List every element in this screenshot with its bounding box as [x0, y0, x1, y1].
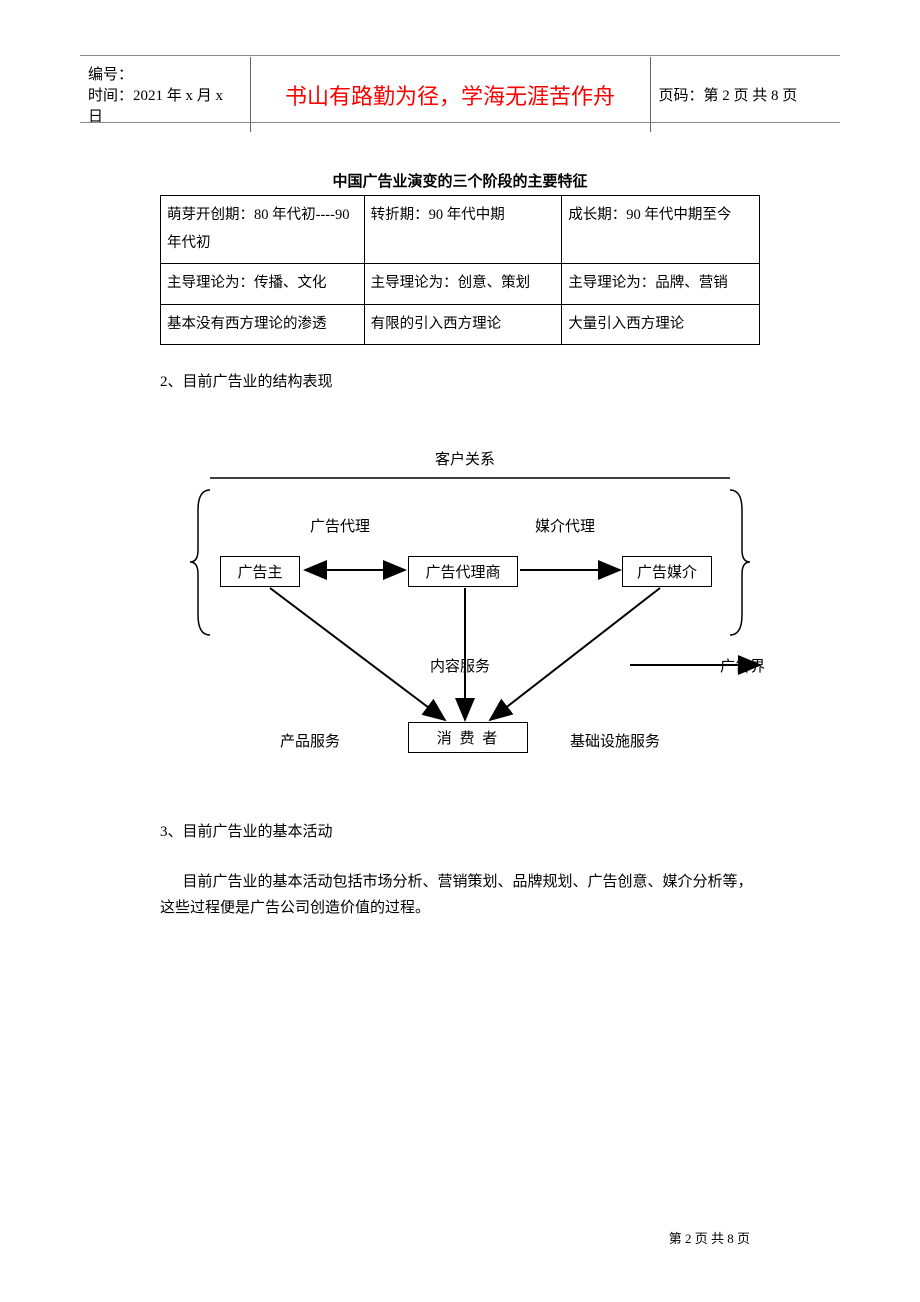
paragraph-3: 目前广告业的基本活动包括市场分析、营销策划、品牌规划、广告创意、媒介分析等，这些… — [160, 870, 760, 921]
table-title: 中国广告业演变的三个阶段的主要特征 — [0, 170, 920, 191]
cell-r2c2: 主导理论为：创意、策划 — [364, 264, 562, 305]
footer-page: 第 2 页 共 8 页 — [669, 1228, 750, 1247]
cell-r1c2: 转折期：90 年代中期 — [364, 196, 562, 264]
structure-diagram: 客户关系 广告代理 媒介代理 广告主 广告代理商 广告媒介 内容服务 广告界 产… — [150, 440, 790, 780]
label-product-service: 产品服务 — [280, 730, 340, 751]
page-label: 页码：第 2 页 共 8 页 — [659, 88, 798, 104]
header-mid: 书山有路勤为径，学海无涯苦作舟 — [250, 57, 650, 132]
heading-2: 2、目前广告业的结构表现 — [160, 370, 760, 396]
stages-table: 萌芽开创期：80 年代初----90 年代初 转折期：90 年代中期 成长期：9… — [160, 195, 760, 345]
cell-r3c2: 有限的引入西方理论 — [364, 304, 562, 345]
box-advertiser: 广告主 — [220, 556, 300, 587]
header-right: 页码：第 2 页 共 8 页 — [650, 57, 840, 132]
header-table: 编号： 时间：2021 年 x 月 x 日 书山有路勤为径，学海无涯苦作舟 页码… — [80, 57, 840, 132]
box-ad-media: 广告媒介 — [622, 556, 712, 587]
cell-r2c1: 主导理论为：传播、文化 — [161, 264, 365, 305]
cell-r2c3: 主导理论为：品牌、营销 — [562, 264, 760, 305]
cell-r3c3: 大量引入西方理论 — [562, 304, 760, 345]
label-media-agency: 媒介代理 — [535, 515, 595, 536]
cell-r1c3: 成长期：90 年代中期至今 — [562, 196, 760, 264]
label-ad-agency: 广告代理 — [310, 515, 370, 536]
label-infra-service: 基础设施服务 — [570, 730, 660, 751]
label-customer-rel: 客户关系 — [435, 448, 495, 469]
box-ad-agent: 广告代理商 — [408, 556, 518, 587]
header-rule-bottom — [80, 122, 840, 123]
header-rule-top — [80, 55, 840, 56]
label-ad-industry: 广告界 — [720, 655, 765, 676]
label-content-service: 内容服务 — [430, 655, 490, 676]
cell-r1c1: 萌芽开创期：80 年代初----90 年代初 — [161, 196, 365, 264]
cell-r3c1: 基本没有西方理论的渗透 — [161, 304, 365, 345]
doc-date: 时间：2021 年 x 月 x 日 — [88, 84, 242, 126]
header-left: 编号： 时间：2021 年 x 月 x 日 — [80, 57, 250, 132]
heading-3: 3、目前广告业的基本活动 — [160, 820, 760, 846]
doc-no: 编号： — [88, 63, 242, 84]
box-consumer: 消 费 者 — [408, 722, 528, 753]
header-quote: 书山有路勤为径，学海无涯苦作舟 — [285, 84, 615, 109]
